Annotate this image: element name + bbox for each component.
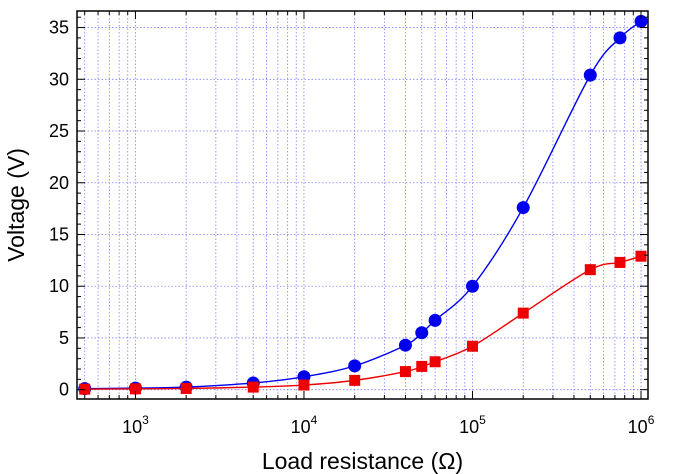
y-tick-label: 5	[59, 328, 69, 348]
x-axis-label: Load resistance (Ω)	[262, 448, 463, 474]
y-tick-label: 25	[49, 121, 69, 141]
data-point	[516, 201, 530, 215]
data-point	[584, 264, 596, 276]
series-blue-circles	[78, 14, 648, 396]
data-point	[247, 381, 259, 393]
data-point	[298, 379, 310, 391]
x-tick-label: 103	[122, 413, 149, 437]
data-point	[517, 307, 529, 319]
x-tick-label: 106	[628, 413, 655, 437]
data-point	[349, 374, 361, 386]
data-point	[613, 31, 627, 45]
data-point	[583, 68, 597, 82]
data-point	[416, 360, 428, 372]
data-point	[79, 383, 91, 395]
data-point	[180, 382, 192, 394]
y-axis-label: Voltage (V)	[3, 148, 29, 262]
x-tick-label: 105	[459, 413, 486, 437]
series-layer	[78, 14, 648, 396]
y-tick-label: 0	[59, 380, 69, 400]
data-point	[348, 359, 362, 373]
data-point	[635, 250, 647, 262]
y-tick-label: 15	[49, 224, 69, 244]
data-point	[634, 14, 648, 28]
x-tick-label: 104	[291, 413, 318, 437]
data-point	[614, 256, 626, 268]
y-tick-label: 10	[49, 276, 69, 296]
data-point	[428, 313, 442, 327]
y-tick-label: 30	[49, 69, 69, 89]
data-point	[466, 340, 478, 352]
data-point	[398, 338, 412, 352]
data-point	[129, 383, 141, 395]
data-point	[415, 326, 429, 340]
grid	[77, 11, 648, 399]
data-point	[429, 356, 441, 368]
series-red-squares	[79, 250, 647, 395]
plot-frame	[76, 10, 649, 400]
ticks: 0 5 10 15 20 25 30 35 103 104 105 106	[49, 11, 655, 437]
data-point	[465, 279, 479, 293]
series-line	[84, 255, 642, 390]
data-point	[399, 366, 411, 378]
y-tick-label: 35	[49, 18, 69, 38]
y-tick-label: 20	[49, 173, 69, 193]
series-line	[84, 20, 642, 390]
